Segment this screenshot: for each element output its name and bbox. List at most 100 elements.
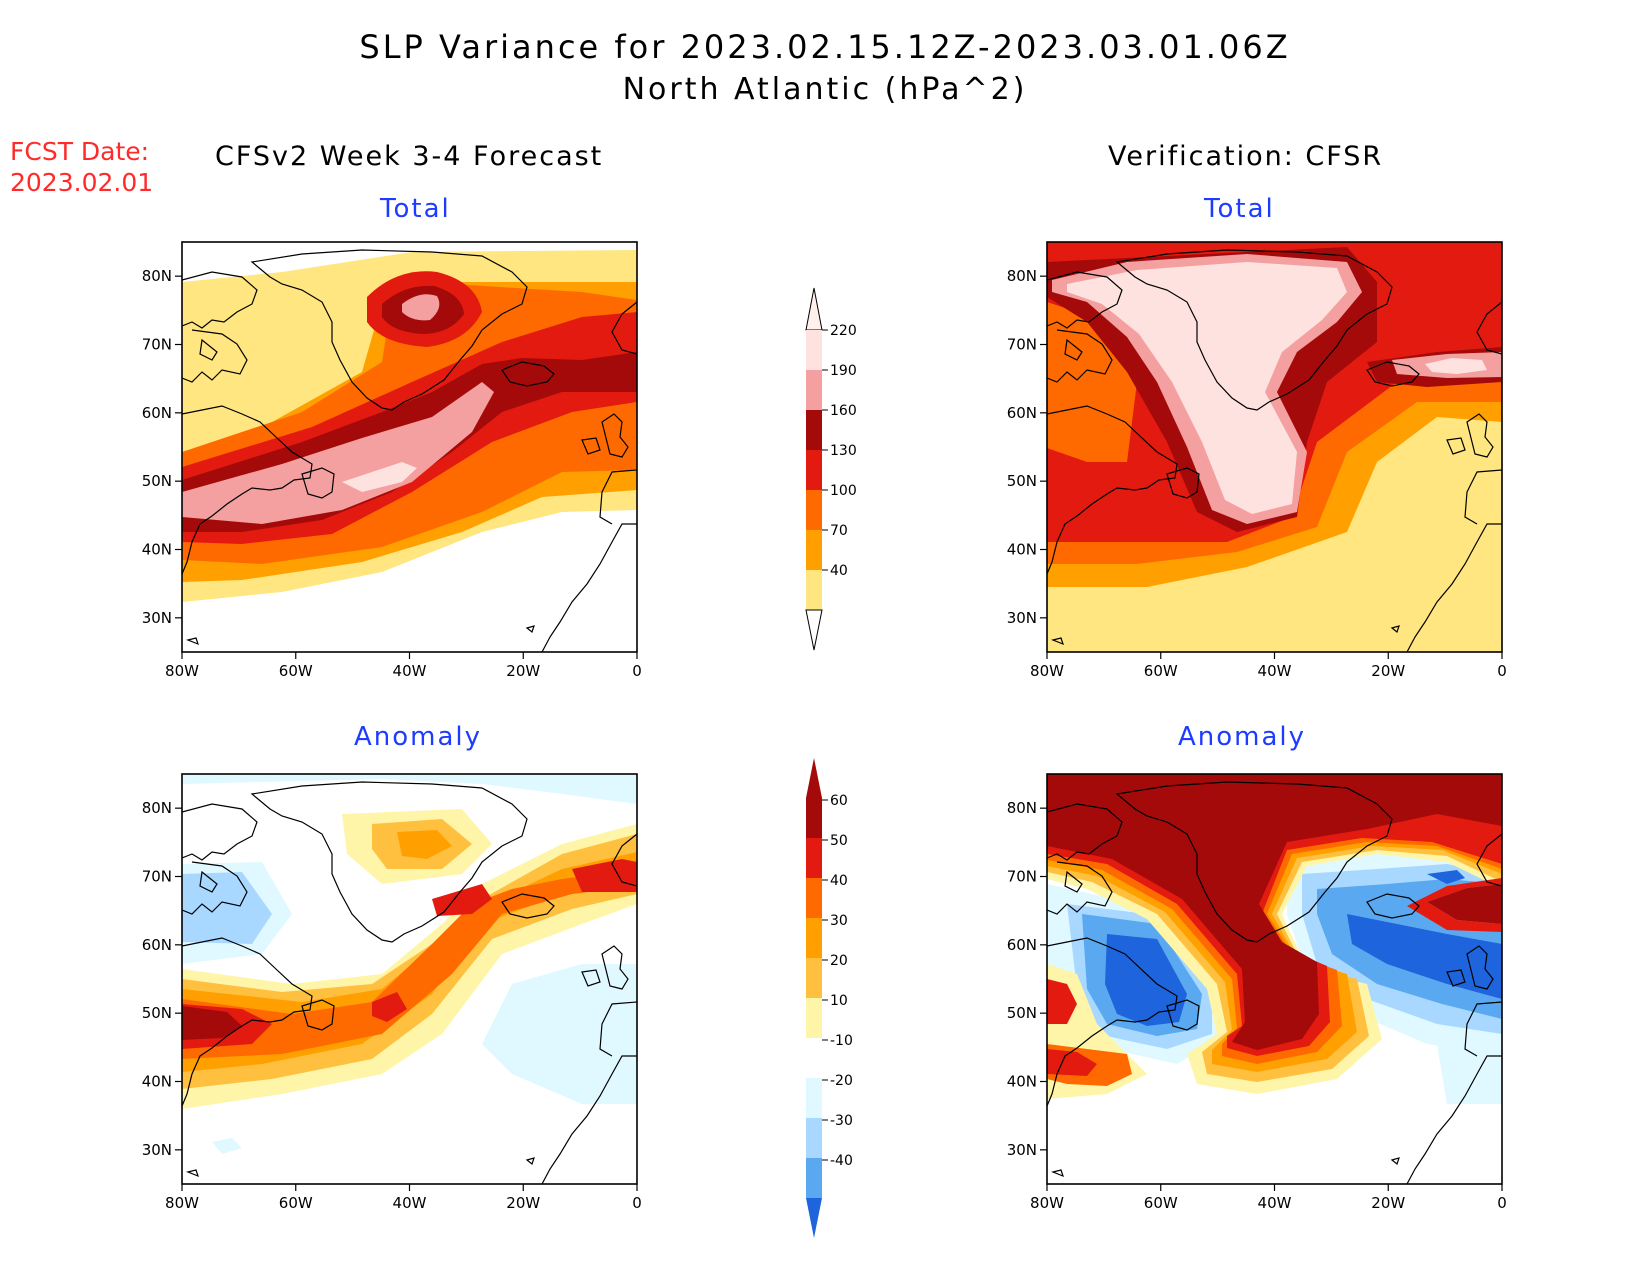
colorbar-label: 190: [830, 363, 857, 379]
colorbar-label: 220: [830, 323, 857, 339]
colorbar-swatch: [806, 958, 822, 998]
colorbar-label: -30: [830, 1113, 853, 1129]
colorbar-label: -20: [830, 1073, 853, 1089]
lat-tick-label: 60N: [1007, 404, 1037, 422]
lat-tick-label: 40N: [1007, 1073, 1037, 1091]
colorbar-swatch: [806, 918, 822, 958]
colorbar-bottom-arrow: [805, 609, 823, 651]
colorbar-label: 100: [830, 483, 857, 499]
lat-tick-label: 30N: [142, 609, 172, 627]
lat-tick-label: 30N: [142, 1141, 172, 1159]
verif-anomaly-map: [1046, 773, 1503, 1185]
lon-tick-label: 60W: [279, 1194, 313, 1212]
lon-tick-label: 0: [1497, 662, 1507, 680]
colorbar-top-arrow: [806, 758, 822, 798]
verif-anomaly-title: Anomaly: [1178, 722, 1307, 752]
lat-tick-label: 40N: [1007, 541, 1037, 559]
fcst-anomaly-map: [181, 773, 638, 1185]
lat-tick-label: 80N: [1007, 799, 1037, 817]
lat-tick-label: 80N: [1007, 267, 1037, 285]
right-column-title: Verification: CFSR: [1108, 141, 1384, 172]
colorbar-swatch: [806, 878, 822, 918]
lat-tick-label: 60N: [142, 936, 172, 954]
verif-total-title: Total: [1204, 194, 1275, 224]
colorbar-swatch: [806, 798, 822, 838]
colorbar-swatch: [806, 490, 822, 530]
lon-tick-label: 80W: [1030, 662, 1064, 680]
lat-tick-label: 50N: [142, 1004, 172, 1022]
colorbar-label: -40: [830, 1153, 853, 1169]
lat-tick-label: 70N: [1007, 336, 1037, 354]
lat-tick-label: 40N: [142, 541, 172, 559]
lon-tick-label: 20W: [506, 662, 540, 680]
colorbar-label: 70: [830, 523, 848, 539]
lat-tick-label: 80N: [142, 799, 172, 817]
lon-tick-label: 20W: [1371, 1194, 1405, 1212]
anomaly-colorbar: 60 50 40 30 20 10 -10 -20 -30 -40: [806, 758, 853, 1238]
lon-tick-label: 40W: [1258, 1194, 1292, 1212]
colorbar-label: -10: [830, 1033, 853, 1049]
colorbar-swatch: [806, 838, 822, 878]
lat-tick-label: 50N: [142, 472, 172, 490]
colorbar-label: 160: [830, 403, 857, 419]
lon-tick-label: 20W: [1371, 662, 1405, 680]
lon-tick-label: 40W: [393, 1194, 427, 1212]
lon-tick-label: 60W: [1144, 662, 1178, 680]
colorbar-swatch: [806, 570, 822, 610]
lon-tick-label: 80W: [165, 1194, 199, 1212]
fcst-date-value: 2023.02.01: [10, 168, 154, 197]
colorbar-top-arrow: [805, 287, 823, 331]
colorbar-swatch: [806, 1158, 822, 1198]
total-colorbar: 220 190 160 130 100 70 40: [805, 287, 857, 651]
colorbar-swatch: [806, 530, 822, 570]
lon-tick-label: 20W: [506, 1194, 540, 1212]
colorbar-swatch: [806, 1038, 822, 1078]
fcst-date-label: FCST Date:: [10, 137, 150, 166]
colorbar-swatch: [806, 450, 822, 490]
lon-tick-label: 0: [632, 1194, 642, 1212]
lat-tick-label: 50N: [1007, 472, 1037, 490]
colorbar-bottom-arrow: [806, 1198, 822, 1238]
lon-tick-label: 80W: [165, 662, 199, 680]
colorbar-swatch: [806, 370, 822, 410]
lon-tick-label: 0: [1497, 1194, 1507, 1212]
map-axes: 80W 60W 40W 20W 0 80N 70N 60N 50N 40N 30N 80W 60W 40W…: [142, 267, 1507, 1212]
fcst-total-title: Total: [380, 194, 451, 224]
main-title: SLP Variance for 2023.02.15.12Z-2023.03.…: [359, 28, 1291, 66]
lat-tick-label: 70N: [1007, 868, 1037, 886]
fcst-date: FCST Date: 2023.02.01: [10, 136, 153, 198]
colorbar-label: 60: [830, 793, 848, 809]
colorbar-label: 40: [830, 563, 848, 579]
lat-tick-label: 30N: [1007, 1141, 1037, 1159]
lon-tick-label: 80W: [1030, 1194, 1064, 1212]
main-subtitle: North Atlantic (hPa^2): [622, 72, 1028, 107]
colorbar-swatch: [806, 410, 822, 450]
lon-tick-label: 60W: [1144, 1194, 1178, 1212]
lat-tick-label: 50N: [1007, 1004, 1037, 1022]
lat-tick-label: 60N: [1007, 936, 1037, 954]
left-column-title: CFSv2 Week 3-4 Forecast: [215, 141, 604, 172]
lat-tick-label: 40N: [142, 1073, 172, 1091]
lon-tick-label: 0: [632, 662, 642, 680]
lon-tick-label: 40W: [1258, 662, 1292, 680]
colorbar-swatch: [806, 998, 822, 1038]
fcst-total-map: [181, 241, 638, 653]
colorbar-swatch: [806, 330, 822, 370]
verif-total-map: [1046, 241, 1503, 653]
lat-tick-label: 30N: [1007, 609, 1037, 627]
lon-tick-label: 40W: [393, 662, 427, 680]
colorbar-label: 130: [830, 443, 857, 459]
fcst-anomaly-title: Anomaly: [354, 722, 483, 752]
lat-tick-label: 70N: [142, 336, 172, 354]
colorbar-swatch: [806, 1118, 822, 1158]
colorbar-label: 30: [830, 913, 848, 929]
colorbar-label: 20: [830, 953, 848, 969]
colorbar-label: 50: [830, 833, 848, 849]
lon-tick-label: 60W: [279, 662, 313, 680]
colorbar-label: 40: [830, 873, 848, 889]
colorbar-label: 10: [830, 993, 848, 1009]
colorbar-swatch: [806, 1078, 822, 1118]
lat-tick-label: 80N: [142, 267, 172, 285]
lat-tick-label: 60N: [142, 404, 172, 422]
